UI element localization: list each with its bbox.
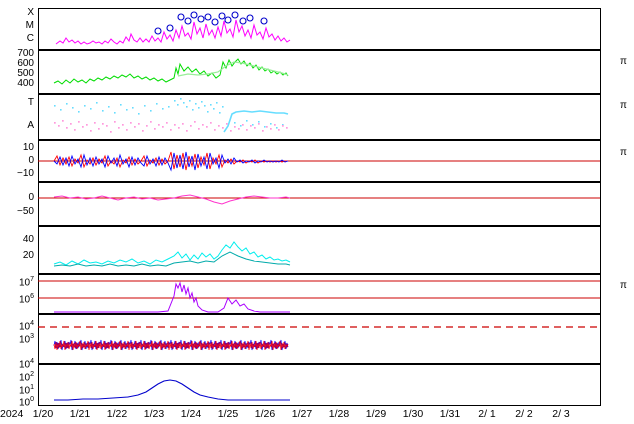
proton-ytick-1e7: 107 bbox=[18, 276, 34, 289]
axis-frame-left bbox=[38, 8, 39, 406]
temperature-density-svg bbox=[54, 98, 289, 133]
magnetic-field-panel bbox=[38, 140, 600, 182]
x-axis-year: 2024 bbox=[0, 408, 24, 420]
temperature-points bbox=[54, 98, 284, 129]
velocity-ytick-700: 700 bbox=[17, 48, 34, 59]
field-magnitude-secondary-line bbox=[53, 251, 291, 267]
xmc-panel bbox=[38, 8, 600, 50]
xtick-14: 2/ 3 bbox=[552, 408, 570, 420]
xtick-11: 1/31 bbox=[439, 408, 461, 420]
electron-ytick-1e3: 103 bbox=[18, 333, 34, 346]
xtick-1: 1/21 bbox=[69, 408, 91, 420]
dst-ytick-neg50: −50 bbox=[17, 206, 34, 217]
by-component-line bbox=[53, 151, 288, 171]
mag-right-label: π bbox=[620, 147, 627, 158]
dst-panel bbox=[38, 182, 600, 226]
velocity-svg bbox=[53, 58, 289, 85]
dst-ytick-0: 0 bbox=[28, 192, 34, 203]
velocity-ytick-400: 400 bbox=[17, 78, 34, 89]
mag-ytick-10: 10 bbox=[22, 142, 34, 153]
flare-markers bbox=[154, 11, 268, 35]
xmc-ylabel-c: C bbox=[26, 33, 34, 44]
temp-ylabel-a: A bbox=[27, 120, 34, 131]
axis-frame-right bbox=[600, 8, 601, 406]
xmc-svg bbox=[55, 11, 291, 45]
proton-flux-svg bbox=[38, 280, 600, 313]
proton-right-label: π bbox=[620, 280, 627, 291]
mag-ytick-neg10: −10 bbox=[17, 168, 34, 179]
electron-flux-red-noise bbox=[53, 340, 289, 351]
electron-flux-blue-noise bbox=[53, 339, 289, 351]
mag-ytick-0: 0 bbox=[28, 155, 34, 166]
xtick-10: 1/30 bbox=[402, 408, 424, 420]
proton-flux-line bbox=[54, 281, 290, 313]
alpha-proton-points bbox=[54, 120, 288, 133]
xmc-ylabel-x: X bbox=[27, 7, 34, 18]
electron-flux-panel bbox=[38, 314, 600, 364]
lowenergy-ytick-1e0: 100 bbox=[18, 396, 34, 409]
electron-flux-svg bbox=[38, 326, 600, 351]
xtick-0: 1/20 bbox=[32, 408, 54, 420]
proton-flux-plotbox bbox=[38, 274, 600, 314]
electron-flux-plotbox bbox=[38, 314, 600, 364]
electron-ytick-1e4: 104 bbox=[18, 320, 34, 333]
low-energy-svg bbox=[54, 379, 290, 401]
velocity-plotbox bbox=[38, 50, 600, 94]
xtick-3: 1/23 bbox=[143, 408, 165, 420]
xray-flux-line bbox=[55, 19, 291, 45]
xtick-9: 1/29 bbox=[365, 408, 387, 420]
lowenergy-ytick-1e2: 102 bbox=[18, 371, 34, 384]
velocity-right-label: π bbox=[620, 56, 627, 67]
bt-ytick-40: 40 bbox=[22, 234, 34, 245]
bt-panel bbox=[38, 226, 600, 274]
xtick-12: 2/ 1 bbox=[478, 408, 496, 420]
field-magnitude-line bbox=[53, 241, 291, 266]
temperature-trend-line bbox=[223, 110, 289, 133]
xtick-6: 1/26 bbox=[254, 408, 276, 420]
xtick-5: 1/25 bbox=[217, 408, 239, 420]
magnetic-field-plotbox bbox=[38, 140, 600, 182]
temperature-density-panel bbox=[38, 94, 600, 140]
low-energy-plotbox bbox=[38, 364, 600, 406]
xtick-2: 1/22 bbox=[106, 408, 128, 420]
xmc-plotbox bbox=[38, 8, 600, 50]
velocity-ytick-500: 500 bbox=[17, 68, 34, 79]
bt-svg bbox=[53, 241, 291, 267]
lowenergy-ytick-1e1: 101 bbox=[18, 384, 34, 397]
dst-plotbox bbox=[38, 182, 600, 226]
bt-plotbox bbox=[38, 226, 600, 274]
proton-ytick-1e6: 106 bbox=[18, 293, 34, 306]
velocity-ytick-600: 600 bbox=[17, 58, 34, 69]
bt-ytick-20: 20 bbox=[22, 250, 34, 261]
temp-right-label: π bbox=[620, 100, 627, 111]
low-energy-panel bbox=[38, 364, 600, 406]
dst-index-line bbox=[53, 194, 291, 205]
solar-wind-speed-line bbox=[53, 58, 289, 85]
xtick-4: 1/24 bbox=[180, 408, 202, 420]
xtick-7: 1/27 bbox=[291, 408, 313, 420]
magnetic-field-svg bbox=[38, 151, 600, 172]
dst-svg bbox=[38, 194, 600, 205]
proton-flux-high-panel bbox=[38, 274, 600, 314]
xmc-ylabel-m: M bbox=[25, 20, 34, 31]
speed-smoothed-line bbox=[177, 61, 289, 77]
xtick-13: 2/ 2 bbox=[515, 408, 533, 420]
electron-ytick-1e4-b: 104 bbox=[18, 358, 34, 371]
low-energy-flux-line bbox=[54, 379, 290, 401]
bz-component-line bbox=[53, 151, 289, 172]
temp-ylabel-t: T bbox=[27, 97, 34, 108]
temperature-density-plotbox bbox=[38, 94, 600, 140]
velocity-panel bbox=[38, 50, 600, 94]
xtick-8: 1/28 bbox=[328, 408, 350, 420]
